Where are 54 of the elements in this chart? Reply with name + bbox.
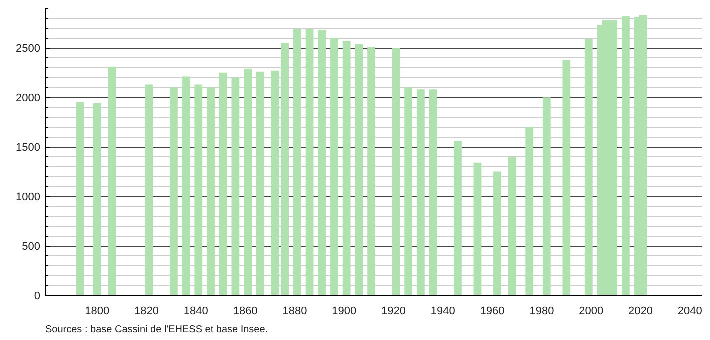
bar — [293, 29, 302, 296]
x-tick-label: 1800 — [85, 306, 110, 318]
x-tick-label: 1980 — [530, 306, 554, 318]
y-tick-label: 2000 — [16, 92, 41, 105]
bar — [108, 66, 116, 296]
bar — [454, 141, 462, 296]
x-tick-label: 1900 — [332, 306, 357, 318]
bar — [429, 90, 438, 296]
bar — [76, 102, 84, 296]
bar — [355, 44, 364, 296]
x-tick-label: 1940 — [430, 306, 456, 318]
bar — [584, 39, 593, 296]
x-tick-label: 1880 — [282, 306, 308, 318]
bar — [207, 88, 215, 296]
y-tick-label: 500 — [22, 241, 41, 254]
bar — [622, 16, 630, 296]
bar — [244, 68, 252, 296]
x-tick-label: 1820 — [134, 306, 160, 318]
bar — [342, 41, 351, 296]
y-tick-label: 2500 — [16, 43, 41, 56]
x-tick-label: 2020 — [628, 306, 653, 318]
bar — [416, 90, 425, 296]
bar — [542, 98, 551, 296]
bar — [182, 76, 190, 296]
source-note: Sources : base Cassini de l'EHESS et base Insee. — [46, 324, 268, 336]
bar — [281, 43, 290, 296]
bar — [494, 172, 502, 296]
x-tick-label: 1860 — [233, 306, 258, 318]
bar — [219, 72, 228, 296]
x-tick-label: 1840 — [184, 306, 208, 318]
bar — [145, 84, 154, 296]
bar — [271, 70, 280, 296]
bar — [256, 72, 264, 296]
bar — [368, 47, 376, 296]
x-tick-label: 1960 — [480, 306, 505, 318]
bar — [330, 38, 338, 296]
bar — [526, 127, 534, 296]
y-tick-label: 1500 — [16, 142, 41, 154]
y-tick-label: 0 — [34, 290, 41, 302]
bar — [404, 88, 413, 296]
bar — [306, 29, 314, 296]
bar — [508, 156, 516, 296]
bar — [232, 78, 240, 296]
bar — [562, 60, 571, 296]
x-tick-label: 2000 — [579, 306, 604, 318]
bar — [318, 30, 326, 296]
y-tick-label: 1000 — [16, 192, 41, 204]
x-tick-label: 1920 — [382, 306, 406, 318]
bar — [93, 104, 102, 296]
bar — [194, 84, 203, 296]
bar — [474, 162, 482, 296]
bar — [170, 88, 178, 296]
bar — [392, 48, 400, 296]
x-tick-label: 2040 — [678, 306, 702, 318]
